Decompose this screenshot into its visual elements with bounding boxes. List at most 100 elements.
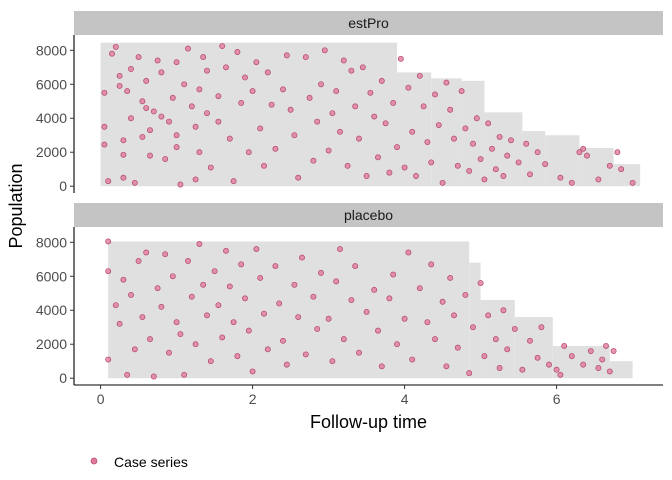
strip-background-placebo	[74, 203, 663, 227]
case-point-estpro-127	[568, 179, 575, 186]
case-point-placebo-5	[120, 276, 127, 283]
case-point-estpro-109	[466, 167, 473, 174]
case-point-placebo-1	[105, 268, 112, 275]
case-point-placebo-13	[150, 373, 157, 380]
case-point-estpro-69	[314, 118, 321, 125]
case-point-estpro-98	[424, 139, 431, 145]
case-point-placebo-32	[223, 247, 229, 254]
case-point-placebo-46	[280, 337, 286, 344]
case-point-estpro-90	[394, 144, 400, 151]
case-point-estpro-32	[177, 181, 184, 188]
case-point-estpro-81	[359, 64, 366, 71]
y-tick-label-estpro-8000: 8000	[36, 42, 67, 58]
case-point-estpro-46	[219, 43, 226, 49]
case-point-estpro-7	[116, 83, 123, 89]
case-point-placebo-72	[409, 356, 416, 363]
case-point-placebo-79	[447, 275, 454, 281]
case-point-placebo-87	[485, 312, 492, 319]
case-point-estpro-126	[557, 174, 564, 181]
case-point-estpro-42	[204, 110, 210, 117]
case-point-estpro-72	[325, 147, 332, 154]
case-point-placebo-0	[105, 238, 112, 245]
case-point-estpro-48	[226, 135, 233, 142]
axes-estpro: 0 2000 4000 6000 8000	[36, 35, 75, 194]
case-point-placebo-65	[375, 327, 381, 334]
case-point-estpro-74	[333, 88, 340, 95]
case-point-placebo-39	[249, 368, 256, 375]
case-point-estpro-10	[120, 174, 127, 181]
case-point-placebo-102	[580, 361, 587, 368]
case-point-placebo-68	[390, 271, 397, 278]
case-point-estpro-73	[329, 110, 336, 117]
case-point-estpro-9	[120, 151, 127, 158]
case-point-estpro-41	[204, 67, 210, 74]
case-point-placebo-64	[371, 286, 378, 293]
case-point-placebo-6	[124, 371, 131, 378]
case-point-placebo-38	[245, 327, 252, 334]
y-axis-title: Population	[6, 163, 26, 248]
case-point-estpro-0	[101, 89, 108, 96]
case-point-placebo-69	[394, 341, 400, 348]
x-axis: 0 2 4 6	[74, 384, 663, 407]
case-point-estpro-128	[576, 149, 583, 156]
case-point-estpro-26	[162, 156, 169, 162]
case-point-placebo-27	[204, 312, 210, 319]
y-tick-label-placebo-8000: 8000	[36, 234, 67, 250]
case-point-estpro-104	[447, 106, 454, 113]
case-point-estpro-50	[234, 49, 241, 55]
case-point-estpro-29	[173, 59, 180, 66]
case-point-placebo-83	[466, 370, 473, 377]
case-point-placebo-99	[557, 371, 564, 378]
case-point-placebo-75	[428, 261, 435, 268]
legend-label-case-series: Case series	[114, 454, 188, 470]
case-point-placebo-91	[504, 346, 511, 353]
case-point-placebo-62	[356, 349, 362, 356]
case-point-placebo-36	[238, 261, 245, 268]
case-point-placebo-30	[215, 302, 222, 309]
case-point-estpro-44	[215, 93, 222, 100]
case-point-estpro-116	[492, 166, 499, 173]
case-point-estpro-13	[128, 115, 134, 122]
case-point-estpro-38	[196, 86, 203, 93]
x-tick-label-6: 6	[553, 391, 561, 407]
case-point-estpro-55	[253, 59, 260, 66]
case-point-estpro-67	[306, 94, 313, 101]
case-point-placebo-3	[112, 302, 119, 309]
case-point-placebo-20	[177, 331, 184, 337]
case-point-estpro-95	[413, 173, 419, 179]
case-point-placebo-78	[443, 363, 450, 370]
case-point-placebo-33	[226, 283, 233, 290]
case-point-estpro-122	[523, 140, 530, 147]
case-point-estpro-96	[416, 72, 423, 79]
case-point-estpro-106	[454, 162, 461, 169]
case-point-placebo-104	[595, 365, 602, 371]
case-point-estpro-89	[390, 100, 397, 106]
case-point-estpro-119	[504, 152, 511, 159]
case-point-estpro-93	[405, 84, 412, 91]
case-point-placebo-50	[299, 254, 305, 261]
case-point-estpro-5	[112, 43, 119, 50]
case-point-placebo-41	[257, 275, 264, 281]
case-point-estpro-30	[173, 132, 180, 139]
x-tick-label-0: 0	[97, 391, 105, 407]
y-tick-label-estpro-4000: 4000	[36, 110, 67, 126]
x-tick-label-4: 4	[401, 391, 409, 407]
case-point-estpro-54	[249, 88, 256, 95]
case-point-estpro-37	[192, 176, 199, 183]
case-point-placebo-37	[242, 295, 248, 302]
case-point-placebo-9	[135, 258, 142, 264]
plot-area-placebo	[105, 238, 633, 380]
case-point-placebo-18	[169, 273, 176, 280]
case-point-placebo-35	[234, 353, 241, 360]
case-point-placebo-19	[173, 319, 180, 326]
case-point-estpro-84	[371, 113, 378, 120]
case-point-estpro-87	[382, 120, 389, 127]
case-point-placebo-70	[401, 315, 408, 322]
case-point-placebo-53	[314, 325, 321, 332]
case-point-placebo-26	[200, 281, 207, 288]
case-point-placebo-12	[147, 336, 153, 343]
case-point-placebo-2	[105, 356, 112, 363]
case-point-estpro-134	[618, 166, 625, 173]
case-point-placebo-56	[329, 358, 336, 365]
case-point-estpro-83	[367, 89, 374, 96]
